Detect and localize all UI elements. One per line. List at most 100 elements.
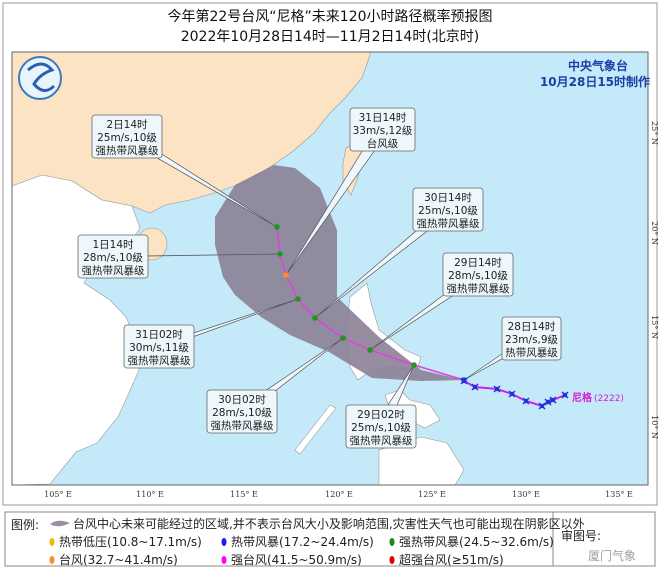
latitude-label: 25° N: [650, 121, 659, 145]
legend-marker-icon: [49, 538, 55, 546]
callout-box: [349, 107, 416, 152]
map-frame: [11, 51, 649, 486]
longitude-label: 110° E: [136, 490, 164, 499]
longitude-label: 115° E: [230, 490, 258, 499]
forecast-probability-cone: [215, 165, 464, 381]
palawan-island: [294, 404, 337, 455]
review-frame: [552, 511, 656, 567]
map: 2日14时25m/s,10级强热带风暴级31日14时33m/s,12级台风级30…: [11, 51, 659, 499]
latitude-labels: 25° N 20° N 15° N 10° N: [650, 121, 659, 439]
callout-leaders: [105, 129, 540, 427]
callout-level: 台风级: [367, 137, 399, 150]
watermark: 厦门气象: [588, 548, 636, 563]
legend-heading: 图例:: [11, 518, 39, 532]
legend-item-label: 超强台风(≥51m/s): [399, 552, 504, 567]
callout-level: 强热带风暴级: [211, 419, 274, 432]
callout-time: 29日02时: [357, 409, 405, 421]
figure-title: 今年第22号台风“尼格”未来120小时路径概率预报图: [167, 8, 492, 25]
callout-wind: 25m/s,10级: [97, 132, 157, 144]
callout-box: [77, 234, 149, 279]
callout-level: 强热带风暴级: [350, 434, 413, 447]
past-point-icon: [523, 398, 529, 404]
longitude-label: 105° E: [44, 490, 72, 499]
legend-marker-icon: [221, 538, 227, 546]
legend-item-label: 台风(32.7~41.4m/s): [59, 552, 178, 567]
callout-wind: 25m/s,10级: [418, 205, 478, 217]
callout-wind: 25m/s,10级: [351, 422, 411, 434]
issue-time: 10月28日15时制作: [540, 74, 650, 89]
legend-marker-icon: [221, 556, 227, 564]
callout-time: 31日02时: [135, 329, 183, 341]
latitude-label: 15° N: [650, 315, 659, 339]
callout-box: [412, 187, 484, 232]
callout-box: [123, 324, 195, 369]
callout-time: 31日14时: [359, 112, 407, 124]
callouts: 2日14时25m/s,10级强热带风暴级31日14时33m/s,12级台风级30…: [77, 107, 562, 449]
callout-level: 热带风暴级: [505, 346, 558, 359]
callout-wind: 28m/s,10级: [83, 252, 143, 264]
callout-level: 强热带风暴级: [96, 144, 159, 157]
cma-logo-icon: [18, 56, 62, 100]
forecast-point-marker: [411, 362, 417, 368]
forecast-point-marker: [295, 296, 301, 302]
latitude-label: 10° N: [650, 415, 659, 439]
callout-time: 28日14时: [508, 321, 556, 333]
forecast-point-marker: [312, 315, 318, 321]
past-point-icon: [472, 384, 478, 390]
typhoon-name-label: 尼格 (2222): [572, 391, 624, 404]
legend-item-label: 热带风暴(17.2~24.4m/s): [231, 535, 374, 549]
legend-marker-icon: [389, 538, 395, 546]
longitude-label: 130° E: [512, 490, 540, 499]
callout-wind: 28m/s,10级: [448, 270, 508, 282]
callout-time: 29日14时: [454, 257, 502, 269]
legend-marker-icon: [389, 556, 395, 564]
legend-marker-icon: [49, 556, 55, 564]
callout-wind: 30m/s,11级: [129, 342, 189, 354]
past-point-icon: [550, 397, 556, 403]
callout-level: 强热带风暴级: [417, 217, 480, 230]
longitude-labels: 105° E 110° E 115° E 120° E 125° E 130° E 135°…: [44, 490, 633, 499]
callout-box: [91, 114, 163, 159]
forecast-point-marker: [461, 377, 467, 383]
longitude-label: 125° E: [418, 490, 446, 499]
past-point-icon: [545, 399, 551, 405]
legend-frame: [4, 511, 554, 567]
callout-time: 2日14时: [106, 119, 148, 131]
callout-box: [345, 404, 417, 449]
latitude-label: 20° N: [650, 221, 659, 245]
forecast-point-marker: [283, 272, 289, 278]
callout-box: [501, 316, 562, 361]
past-point-icon: [509, 391, 515, 397]
legend: 图例: 台风中心未来可能经过的区域,并不表示台风大小及影响范围,灾害性天气也可能…: [4, 511, 656, 567]
review-number-label: 审图号:: [561, 528, 601, 543]
track-points: [274, 224, 569, 410]
callout-wind: 23m/s,9级: [505, 334, 559, 346]
callout-box: [206, 389, 278, 434]
callout-box: [442, 252, 514, 297]
callout-time: 30日02时: [218, 394, 266, 406]
callout-level: 强热带风暴级: [447, 282, 510, 295]
longitude-label: 135° E: [605, 490, 633, 499]
legend-cone-text: 台风中心未来可能经过的区域,并不表示台风大小及影响范围,灾害性天气也可能出现在阴…: [73, 516, 585, 531]
past-point-icon: [539, 403, 545, 409]
longitude-label: 120° E: [325, 490, 353, 499]
agency-name: 中央气象台: [568, 58, 628, 73]
past-point-icon: [562, 392, 568, 398]
callout-wind: 33m/s,12级: [353, 125, 413, 137]
forecast-point-marker: [274, 224, 280, 230]
callout-time: 1日14时: [92, 239, 134, 251]
callout-level: 强热带风暴级: [82, 264, 145, 277]
legend-item-label: 强热带风暴(24.5~32.6m/s): [399, 535, 554, 549]
legend-item-label: 热带低压(10.8~17.1m/s): [59, 535, 202, 549]
callout-level: 强热带风暴级: [128, 354, 191, 367]
forecast-point-marker: [367, 347, 373, 353]
past-point-icon: [494, 386, 500, 392]
